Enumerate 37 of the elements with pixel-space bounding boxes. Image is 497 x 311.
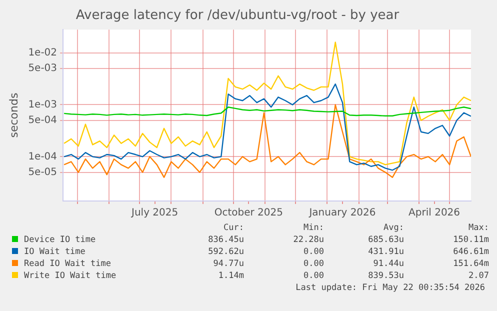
text: 151.64m — [452, 258, 489, 270]
chart-title: Average latency for /dev/ubuntu-vg/root - by year — [76, 8, 400, 24]
legend-label: Read IO Wait time — [23, 258, 112, 270]
text: 22.28u — [292, 234, 324, 246]
text: Cur: — [222, 222, 244, 234]
text: Max: — [468, 222, 489, 234]
legend-label: Write IO Wait time — [23, 270, 118, 282]
x-tick-label: January 2026 — [308, 208, 376, 219]
y-axis-title: seconds — [7, 92, 20, 138]
text: 0.00 — [302, 258, 324, 270]
legend-label: Device IO time — [23, 234, 97, 246]
text: Last update: Fri May 22 00:35:54 2026 — [294, 282, 485, 294]
y-tick-label: 5e-03 — [28, 63, 58, 74]
y-tick-label: 1e-02 — [28, 47, 58, 58]
legend-label: IO Wait time — [23, 246, 86, 258]
text: Min: — [302, 222, 324, 234]
text: 2.07 — [468, 270, 489, 282]
text: 646.61m — [452, 246, 489, 258]
text: Avg: — [382, 222, 404, 234]
text: 836.45u — [207, 234, 244, 246]
text: 91.44u — [372, 258, 404, 270]
x-tick-label: October 2025 — [214, 208, 283, 219]
y-tick-label: 1e-03 — [28, 99, 58, 110]
text: 592.62u — [207, 246, 244, 258]
text: 0.00 — [302, 270, 324, 282]
text: 1.14m — [217, 270, 244, 282]
x-tick-label: April 2026 — [408, 208, 460, 219]
y-tick-label: 5e-04 — [28, 114, 58, 126]
text: 150.11m — [452, 234, 489, 246]
text: 685.63u — [367, 234, 404, 246]
text: 839.53u — [367, 270, 404, 282]
y-tick-label: 1e-04 — [28, 151, 58, 162]
text: 431.91u — [367, 246, 404, 258]
x-tick-label: July 2025 — [130, 208, 178, 219]
text: 94.77u — [212, 258, 244, 270]
y-tick-label: 5e-05 — [28, 166, 58, 178]
text: 0.00 — [302, 246, 324, 258]
